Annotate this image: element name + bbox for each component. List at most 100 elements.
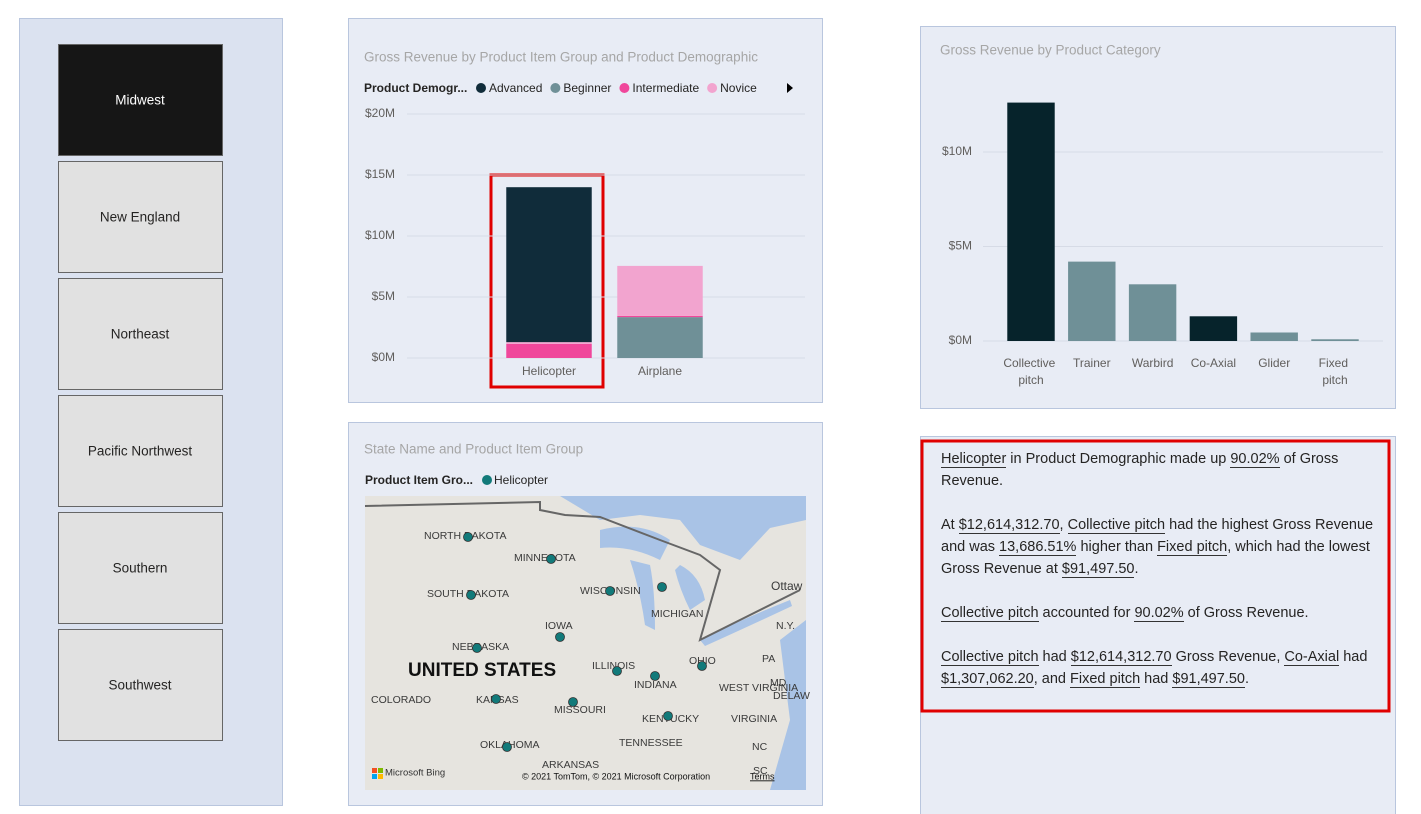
- map-point[interactable]: [472, 643, 482, 653]
- map-label: INDIANA: [634, 679, 677, 691]
- map-point[interactable]: [650, 671, 660, 681]
- map-label: DELAW: [773, 690, 810, 702]
- narrative-value: $1,307,062.20: [941, 671, 1034, 688]
- slicer-label[interactable]: Southwest: [108, 678, 171, 693]
- slicer-label[interactable]: Southern: [113, 561, 168, 576]
- slicer-label[interactable]: New England: [100, 210, 180, 225]
- map-point[interactable]: [502, 742, 512, 752]
- legend-label: Intermediate: [632, 81, 699, 95]
- bar: [1250, 332, 1298, 341]
- logo-square: [378, 768, 383, 773]
- legend-label: Novice: [720, 81, 757, 95]
- map-label: VIRGINIA: [731, 713, 777, 725]
- map-label: SC: [753, 765, 768, 777]
- legend-marker: [550, 83, 561, 93]
- chart-title: Gross Revenue by Product Item Group and …: [364, 50, 758, 65]
- narrative-text: Gross Revenue,: [1171, 649, 1285, 665]
- legend-marker: [476, 83, 486, 93]
- border: [364, 500, 801, 642]
- narrative-value: $91,497.50: [1172, 671, 1245, 688]
- narrative-paragraph: Collective pitch had $12,614,312.70 Gros…: [941, 646, 1387, 690]
- map-point[interactable]: [546, 554, 556, 564]
- map-point[interactable]: [612, 666, 622, 676]
- y-tick-label: $5M: [949, 239, 972, 253]
- map-label: Ottaw: [771, 579, 803, 593]
- narrative-text: .: [1244, 671, 1249, 687]
- slicer-item[interactable]: [58, 629, 223, 741]
- slicer-label[interactable]: Pacific Northwest: [88, 444, 193, 459]
- slicer-label[interactable]: Midwest: [115, 93, 165, 108]
- legend-title: Product Item Gro...: [365, 473, 473, 487]
- bar-segment: [617, 265, 703, 316]
- bar-segment: [617, 315, 703, 318]
- map-point[interactable]: [491, 694, 501, 704]
- chart-panel: [920, 26, 1396, 409]
- lake: [600, 526, 670, 560]
- narrative-text: in Product Demographic made up: [1006, 451, 1231, 467]
- x-tick-label: Warbird: [1132, 356, 1174, 370]
- map-label: MINNESOTA: [514, 552, 576, 564]
- narrative-text: , which had the lowest Gross Revenue at: [941, 539, 1370, 577]
- narrative-paragraph: Helicopter in Product Demographic made u…: [941, 448, 1387, 492]
- narrative-value: 90.02%: [1134, 605, 1184, 622]
- map-point[interactable]: [663, 711, 673, 721]
- narrative-value: Collective pitch: [941, 649, 1039, 666]
- narrative-value: Fixed pitch: [1070, 671, 1141, 688]
- map-point[interactable]: [466, 590, 476, 600]
- slicer-item[interactable]: [58, 278, 223, 390]
- bar: [1068, 261, 1116, 341]
- ocean: [770, 620, 806, 790]
- y-tick-label: $20M: [365, 106, 395, 120]
- map-label: ILLINOIS: [592, 660, 635, 672]
- y-tick-label: $0M: [372, 350, 395, 364]
- map-point[interactable]: [568, 697, 578, 707]
- bar-segment: [506, 343, 592, 358]
- narrative-value: Collective pitch: [1067, 517, 1166, 534]
- x-tick-label: Collective pitch: [1003, 356, 1058, 387]
- bar: [1128, 284, 1177, 341]
- slicer-item[interactable]: [58, 161, 223, 273]
- x-tick-label: Trainer: [1073, 356, 1111, 370]
- logo-square: [372, 768, 377, 773]
- smart-narrative: Helicopter in Product Demographic made u…: [941, 448, 1387, 712]
- slicer-item[interactable]: [58, 44, 223, 156]
- map-point[interactable]: [697, 661, 707, 671]
- map-terms[interactable]: Terms: [750, 771, 775, 781]
- slicer-item[interactable]: [58, 395, 223, 507]
- x-tick-label: Helicopter: [522, 364, 576, 378]
- legend-label: Beginner: [563, 81, 611, 95]
- y-tick-label: $0M: [949, 333, 972, 347]
- bar: [1189, 316, 1238, 341]
- legend-scroll-arrow[interactable]: [787, 83, 793, 93]
- map-point[interactable]: [463, 532, 473, 542]
- map-label: COLORADO: [371, 694, 431, 706]
- narrative-text: accounted for: [1038, 605, 1135, 621]
- map-label: WEST VIRGINIA: [719, 682, 798, 694]
- logo-square: [378, 774, 383, 779]
- y-tick-label: $5M: [372, 289, 395, 303]
- bar-segment: [506, 187, 592, 343]
- map-attribution: © 2021 TomTom, © 2021 Microsoft Corporat…: [522, 771, 710, 781]
- y-tick-label: $10M: [942, 144, 972, 158]
- map-label: PA: [762, 653, 775, 665]
- map-logo: Microsoft Bing: [385, 768, 445, 779]
- bar-segment: [617, 317, 703, 358]
- narrative-value: $12,614,312.70: [1070, 649, 1172, 666]
- legend-marker: [707, 83, 718, 93]
- narrative-value: 13,686.51%: [999, 539, 1077, 556]
- x-tick-label: Glider: [1258, 356, 1290, 370]
- narrative-text: had the highest Gross Revenue and was: [941, 517, 1374, 555]
- narrative-value: $12,614,312.70: [958, 517, 1060, 534]
- map-point[interactable]: [657, 582, 667, 592]
- map-label: UNITED STATES: [408, 660, 556, 681]
- narrative-paragraph: Collective pitch accounted for 90.02% of…: [941, 602, 1387, 624]
- map-label: NC: [752, 741, 768, 753]
- slicer-item[interactable]: [58, 512, 223, 624]
- narrative-text: of Gross Revenue.: [1183, 605, 1309, 621]
- slicer-label[interactable]: Northeast: [111, 327, 170, 342]
- narrative-panel: [920, 436, 1396, 814]
- map-point[interactable]: [555, 632, 565, 642]
- narrative-text: .: [1134, 561, 1139, 577]
- map-point[interactable]: [605, 586, 615, 596]
